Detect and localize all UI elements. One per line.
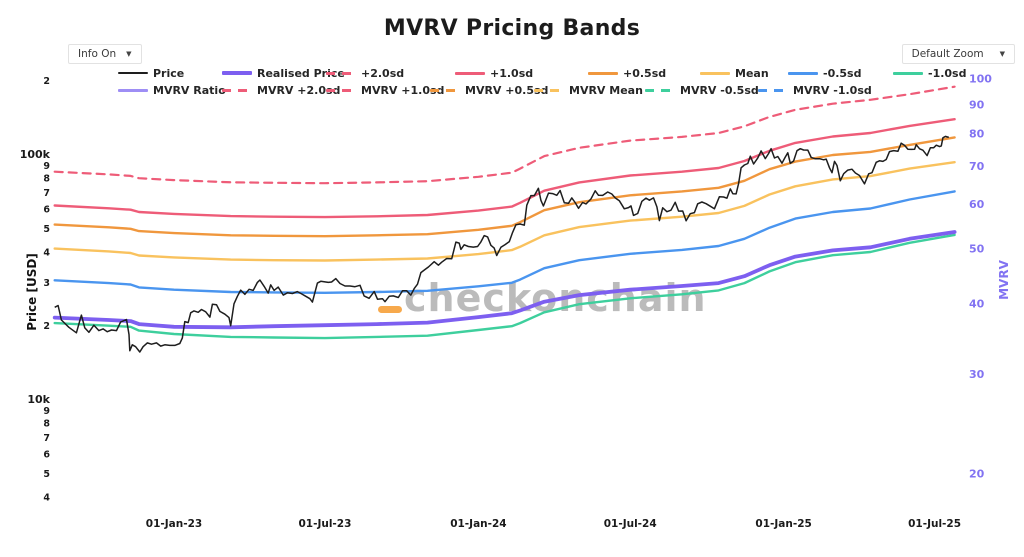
legend-item-mvrv-ratio[interactable]: MVRV Ratio <box>118 83 226 97</box>
legend-swatch <box>430 88 460 92</box>
legend-swatch <box>645 88 675 92</box>
series--2-0sd <box>53 85 956 185</box>
legend-swatch <box>455 71 485 75</box>
y-axis-left-tick: 2 <box>43 321 50 332</box>
legend-label: Realised Price <box>257 66 345 80</box>
legend-swatch <box>222 71 252 75</box>
legend-label: Mean <box>735 66 769 80</box>
legend-item-realised-price[interactable]: Realised Price <box>222 66 345 80</box>
info-dropdown[interactable]: Info On ▼ <box>68 44 142 64</box>
legend-swatch <box>118 88 148 92</box>
legend-label: +1.0sd <box>490 66 534 80</box>
y-axis-right-tick: 60 <box>969 198 985 211</box>
watermark-dash-icon <box>378 306 402 313</box>
x-axis-tick: 01-Jan-24 <box>450 518 506 530</box>
legend-label: +2.0sd <box>361 66 405 80</box>
legend-label: MVRV +0.5sd <box>465 83 549 97</box>
y-axis-right-tick: 50 <box>969 243 985 256</box>
y-axis-left-tick: 8 <box>43 174 50 185</box>
series-price <box>54 135 950 353</box>
legend-item-mean[interactable]: Mean <box>700 66 769 80</box>
legend-swatch <box>326 88 356 92</box>
legend-swatch <box>588 71 618 75</box>
legend-item-mvrv-1-0sd[interactable]: MVRV -1.0sd <box>758 83 872 97</box>
legend-swatch <box>534 88 564 92</box>
legend-swatch <box>788 71 818 75</box>
series--0-5sd <box>53 190 956 294</box>
zoom-dropdown[interactable]: Default Zoom ▼ <box>901 44 1015 64</box>
series-mean <box>53 161 956 262</box>
y-axis-right-tick: 70 <box>969 160 985 173</box>
y-axis-right-tick: 100 <box>969 73 992 86</box>
zoom-dropdown-label: Default Zoom <box>911 48 984 60</box>
legend-label: MVRV Ratio <box>153 83 226 97</box>
legend-swatch <box>700 71 730 75</box>
legend-item--2-0sd[interactable]: +2.0sd <box>326 66 404 80</box>
series--1-0sd <box>53 233 956 340</box>
y-axis-right-tick: 90 <box>969 98 985 111</box>
legend-item-mvrv-mean[interactable]: MVRV Mean <box>534 83 643 97</box>
series-realised-price <box>52 230 957 330</box>
series--0-5sd <box>53 136 956 238</box>
y-axis-left-tick: 3 <box>43 278 50 289</box>
legend-item-mvrv-2-0sd[interactable]: MVRV +2.0sd <box>222 83 340 97</box>
x-axis-tick: 01-Jan-25 <box>755 518 811 530</box>
legend-item--1-0sd[interactable]: +1.0sd <box>455 66 533 80</box>
x-axis-tick: 01-Jan-23 <box>146 518 202 530</box>
legend-swatch <box>326 71 356 75</box>
y-axis-left-tick: 5 <box>43 469 50 480</box>
legend-label: MVRV +2.0sd <box>257 83 341 97</box>
legend-label: MVRV Mean <box>569 83 643 97</box>
y-axis-left-tick: 9 <box>43 406 50 417</box>
legend-swatch <box>118 72 148 74</box>
y-axis-left-tick: 7 <box>43 433 50 444</box>
y-axis-right-title: MVRV <box>997 259 1011 299</box>
y-axis-left-tick: 4 <box>43 492 50 503</box>
y-axis-left-tick: 5 <box>43 224 50 235</box>
legend-item-price[interactable]: Price <box>118 66 184 80</box>
page-title: MVRV Pricing Bands <box>383 16 641 41</box>
legend-item-mvrv-1-0sd[interactable]: MVRV +1.0sd <box>326 83 444 97</box>
legend-swatch <box>758 88 788 92</box>
legend-label: Price <box>153 66 185 80</box>
y-axis-left-tick: 100k <box>20 148 51 161</box>
y-axis-right-tick: 80 <box>969 127 985 140</box>
y-axis-left-tick: 9 <box>43 161 50 172</box>
y-axis-left-tick: 6 <box>43 204 50 215</box>
y-axis-right-tick: 20 <box>969 467 985 480</box>
legend-item--0-5sd[interactable]: +0.5sd <box>588 66 666 80</box>
legend-label: MVRV +1.0sd <box>361 83 445 97</box>
legend-item--0-5sd[interactable]: -0.5sd <box>788 66 861 80</box>
legend-swatch <box>893 71 923 75</box>
legend-label: +0.5sd <box>623 66 667 80</box>
y-axis-right-tick: 30 <box>969 368 985 381</box>
y-axis-left-tick: 10k <box>27 393 50 406</box>
x-axis-tick: 01-Jul-23 <box>298 518 351 530</box>
y-axis-left-title: Price [USD] <box>25 253 39 331</box>
legend-label: MVRV -0.5sd <box>680 83 759 97</box>
info-dropdown-label: Info On <box>78 48 117 60</box>
y-axis-left-tick: 6 <box>43 449 50 460</box>
x-axis-tick: 01-Jul-25 <box>908 518 961 530</box>
chevron-down-icon: ▼ <box>999 50 1005 58</box>
legend-label: -0.5sd <box>823 66 862 80</box>
legend-label: MVRV -1.0sd <box>793 83 872 97</box>
y-axis-left-tick: 8 <box>43 419 50 430</box>
y-axis-right-tick: 40 <box>969 297 985 310</box>
legend-label: -1.0sd <box>928 66 967 80</box>
x-axis-tick: 01-Jul-24 <box>604 518 657 530</box>
legend-swatch <box>222 88 252 92</box>
legend-item-mvrv-0-5sd[interactable]: MVRV +0.5sd <box>430 83 548 97</box>
legend-item--1-0sd[interactable]: -1.0sd <box>893 66 966 80</box>
legend-item-mvrv-0-5sd[interactable]: MVRV -0.5sd <box>645 83 759 97</box>
y-axis-left-tick: 4 <box>43 247 50 258</box>
y-axis-left-tick: 7 <box>43 188 50 199</box>
chevron-down-icon: ▼ <box>126 50 132 58</box>
series--1-0sd <box>53 118 956 219</box>
y-axis-left-tick: 2 <box>43 76 50 87</box>
